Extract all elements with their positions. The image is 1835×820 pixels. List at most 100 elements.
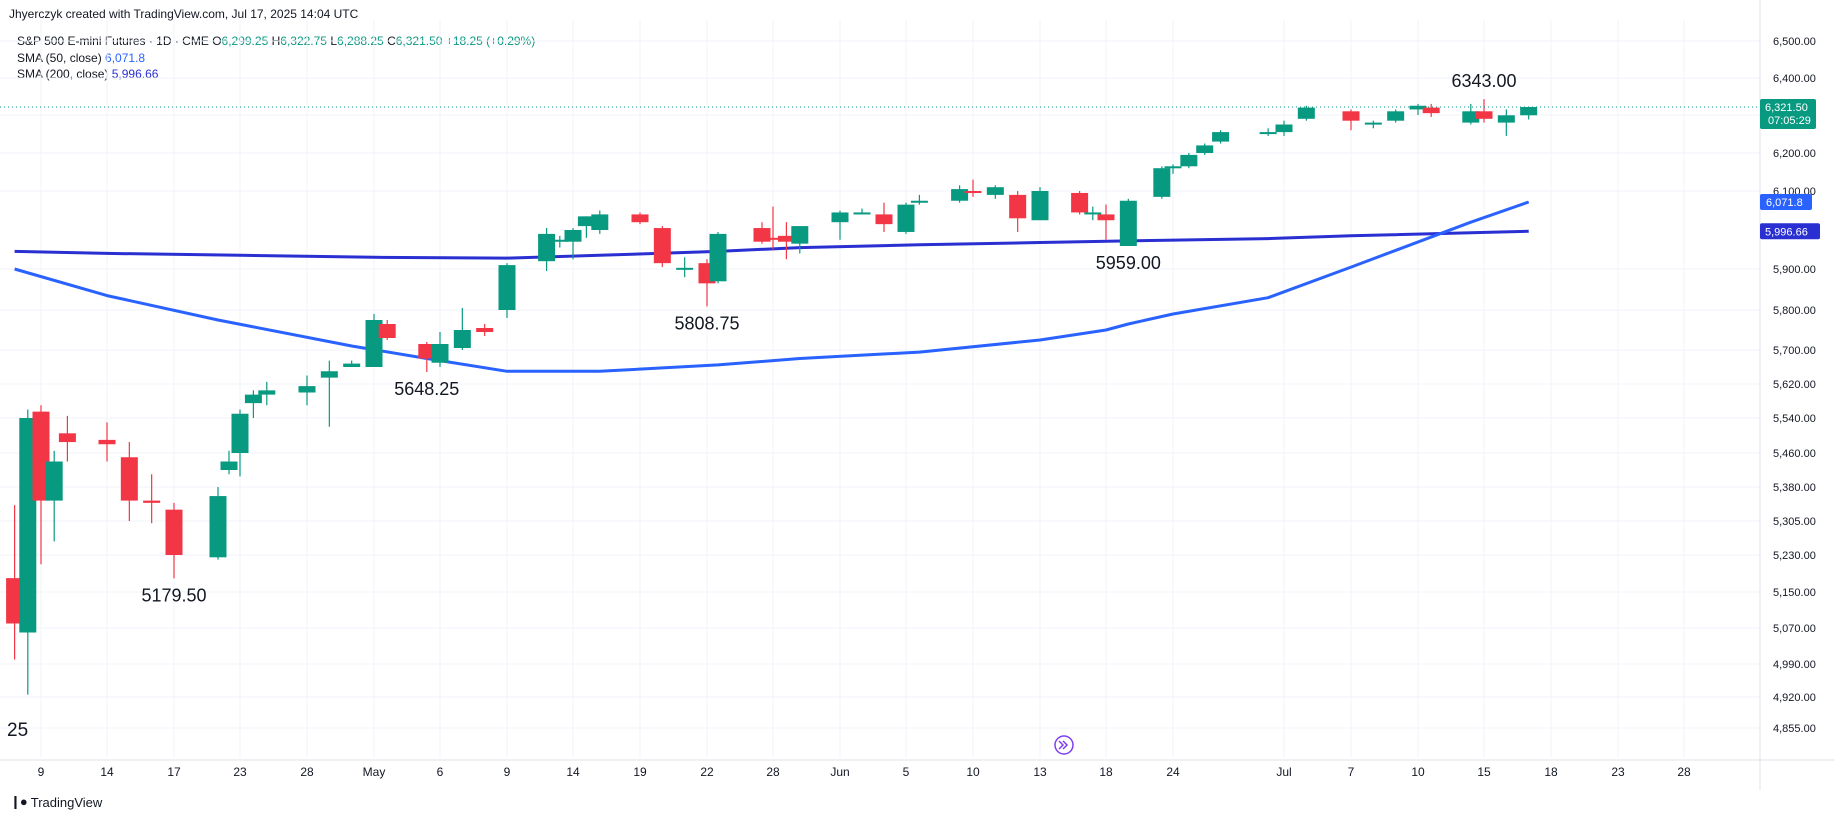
candle xyxy=(564,228,582,260)
candle xyxy=(1097,204,1115,240)
candle-body xyxy=(951,189,969,201)
price-tick-label: 5,070.00 xyxy=(1773,623,1816,635)
sma50-tag xyxy=(1760,193,1812,210)
candles xyxy=(6,99,1538,695)
candle xyxy=(45,450,63,542)
candle xyxy=(6,505,24,660)
candle xyxy=(418,342,436,372)
price-tick-label: 5,900.00 xyxy=(1773,264,1816,276)
candle xyxy=(498,263,516,318)
candle xyxy=(875,202,893,232)
sma50-legend-row[interactable]: SMA (50, close) 6,071.8 xyxy=(17,50,535,67)
candle xyxy=(1084,206,1102,221)
time-axis: 9 14 17 23 28 May 6 9 14 19 22 28 Jun 5 10 13 18 24 Jul 7 10… xyxy=(0,720,1835,779)
candle-body xyxy=(19,418,37,633)
candle-body xyxy=(875,214,893,225)
candle xyxy=(1409,103,1427,115)
price-tick-label: 4,920.00 xyxy=(1773,692,1816,704)
chart-credit: Jhyerczyk created with TradingView.com, … xyxy=(9,7,359,21)
candle xyxy=(577,216,595,238)
candle xyxy=(1475,99,1493,123)
time-tick-label: 15 xyxy=(1477,765,1491,779)
candle-body xyxy=(709,233,727,282)
time-tick-label: 18 xyxy=(1544,765,1558,779)
candle-body xyxy=(209,496,227,558)
candle xyxy=(1180,153,1198,169)
time-tick-label: 10 xyxy=(966,765,980,779)
candle xyxy=(764,206,782,250)
candle-body xyxy=(1180,154,1198,167)
tradingview-logo[interactable]: ❙● TradingView xyxy=(10,794,102,810)
candle xyxy=(320,360,338,427)
candle-body xyxy=(98,439,116,445)
candle xyxy=(777,222,795,260)
candle-body xyxy=(1342,111,1360,121)
price-annotation: 5808.75 xyxy=(674,313,739,333)
candle-body xyxy=(431,344,449,363)
candle-body xyxy=(1196,145,1214,153)
sma50-label: SMA (50, close) xyxy=(17,50,102,65)
candle-body xyxy=(1497,115,1515,123)
candle-body xyxy=(1031,191,1049,221)
candle xyxy=(165,502,183,579)
go-to-realtime-icon[interactable] xyxy=(1054,735,1074,755)
candle xyxy=(120,442,138,521)
candle xyxy=(1164,164,1182,174)
chart-grid xyxy=(0,20,1760,758)
price-annotations: 5179.50 5648.25 5808.75 5959.00 6343.00 xyxy=(141,71,1516,605)
candle-body xyxy=(1084,212,1102,215)
price-tick-label: 5,800.00 xyxy=(1773,305,1816,317)
candle xyxy=(591,210,609,234)
candle xyxy=(453,307,471,350)
candle xyxy=(853,208,871,215)
time-tick-label: 14 xyxy=(100,765,114,779)
price-tick-label: 4,855.00 xyxy=(1773,723,1816,735)
time-tick-label: 14 xyxy=(566,765,580,779)
candle xyxy=(831,210,849,240)
candle-body xyxy=(45,461,63,501)
candle xyxy=(1119,198,1137,246)
candle xyxy=(1275,120,1293,136)
last-price-label: 6,321.50 xyxy=(1765,102,1808,114)
candle-body xyxy=(538,233,556,262)
candle-body xyxy=(653,228,671,264)
candle-body xyxy=(6,578,24,624)
candle xyxy=(209,487,227,560)
candle xyxy=(986,185,1004,199)
candle xyxy=(258,381,276,406)
sma200-tag-label: 5,996.66 xyxy=(1765,226,1808,238)
sma50-value: 6,071.8 xyxy=(105,50,146,65)
candle xyxy=(1196,143,1214,155)
time-tick-label: 23 xyxy=(1611,765,1625,779)
countdown-label: 07:05:29 xyxy=(1768,115,1811,127)
candle-body xyxy=(764,237,782,240)
price-annotation: 6343.00 xyxy=(1451,71,1516,91)
candle-body xyxy=(165,509,183,555)
time-tick-label: 24 xyxy=(1166,765,1180,779)
price-chart[interactable]: 5179.50 5648.25 5808.75 5959.00 6343.00 6,50… xyxy=(0,0,1835,790)
time-tick-label: Jun xyxy=(830,765,849,779)
candle-body xyxy=(258,390,276,395)
candle xyxy=(1259,128,1277,136)
edge-year-label: 25 xyxy=(7,720,28,741)
candle-body xyxy=(120,457,138,501)
price-tick-label: 5,460.00 xyxy=(1773,448,1816,460)
candle-body xyxy=(986,187,1004,195)
sma-lines xyxy=(14,200,1530,373)
candle xyxy=(1462,103,1480,125)
price-tick-label: 6,400.00 xyxy=(1773,73,1816,85)
candle xyxy=(538,228,556,272)
time-tick-label: 28 xyxy=(766,765,780,779)
candle xyxy=(220,450,238,475)
price-tick-label: 5,150.00 xyxy=(1773,587,1816,599)
candle-body xyxy=(244,394,262,404)
candle xyxy=(1297,105,1315,121)
candle-body xyxy=(1164,166,1182,169)
candle xyxy=(98,422,116,462)
candle-body xyxy=(1475,111,1493,119)
brand-name: TradingView xyxy=(30,794,103,810)
candle-body xyxy=(1297,107,1315,119)
candle xyxy=(964,179,982,197)
price-axis: 6,500.006,400.006,300.006,200.006,100.00… xyxy=(1759,0,1816,790)
candle xyxy=(1520,106,1538,120)
